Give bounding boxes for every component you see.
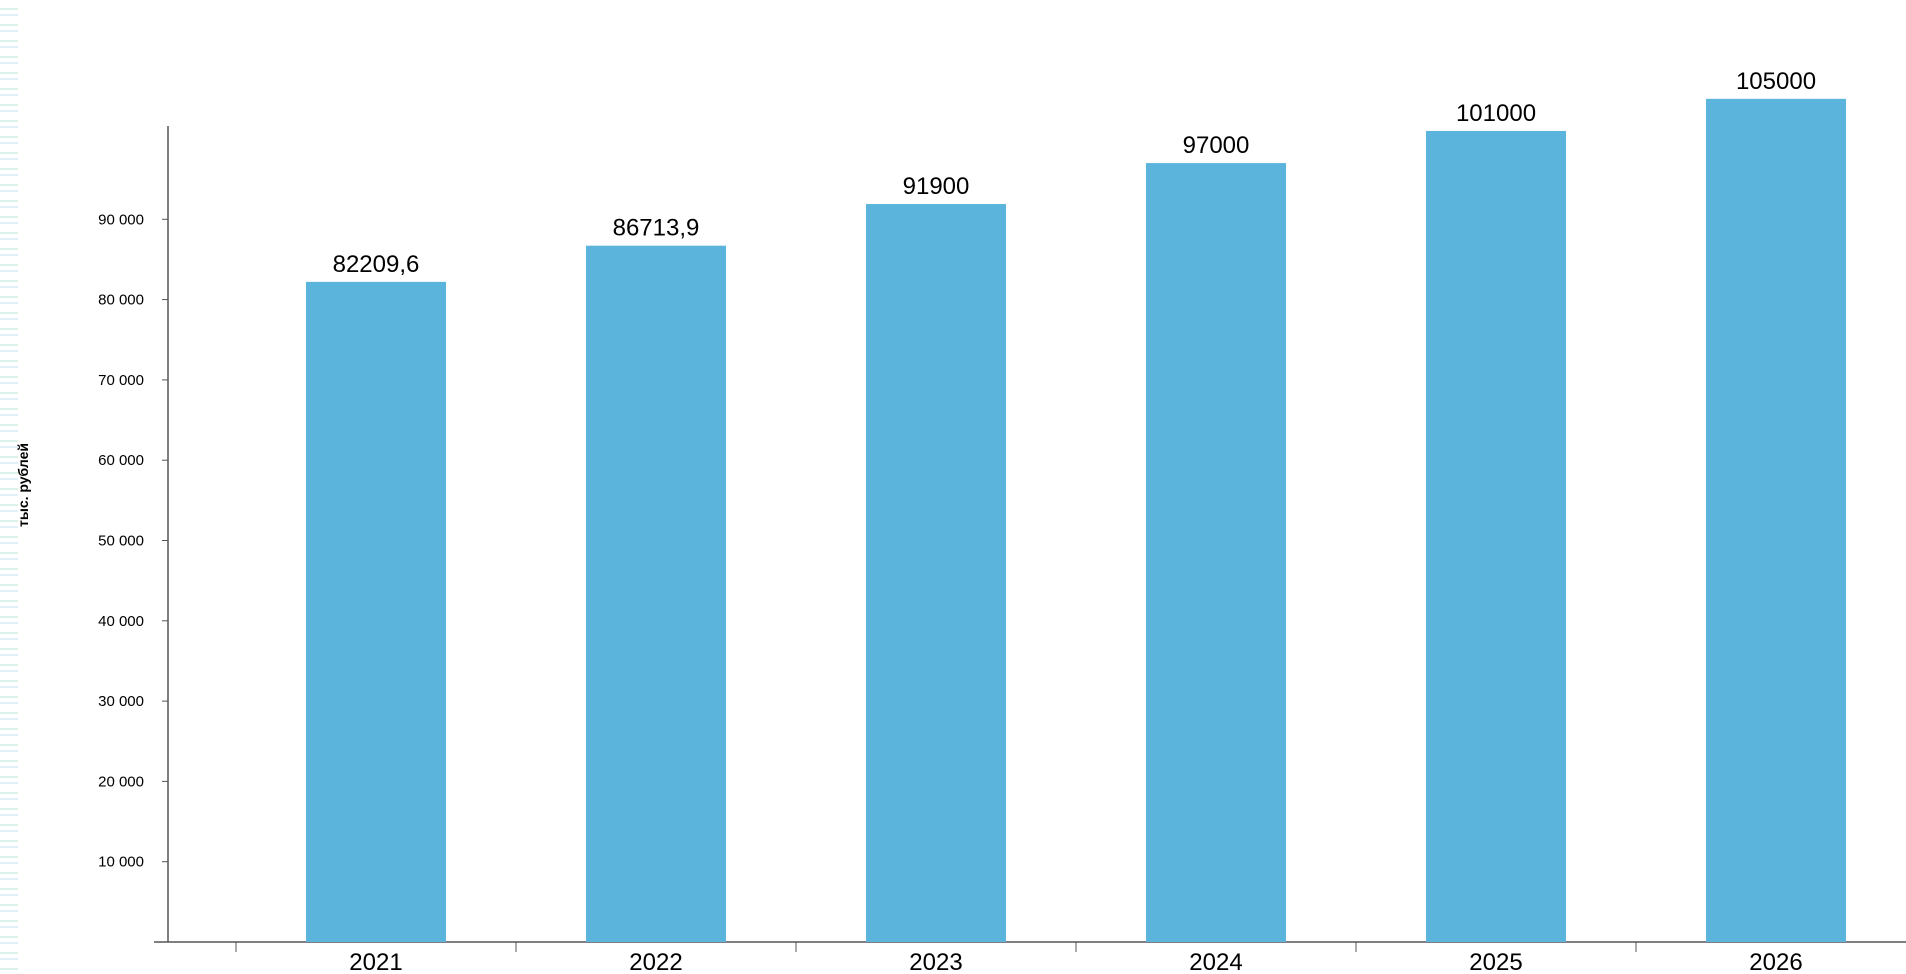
x-category-label: 2021: [349, 949, 402, 974]
x-category-label: 2023: [909, 949, 962, 974]
bar-2023: [866, 204, 1006, 943]
x-category-label: 2022: [629, 949, 682, 974]
data-label: 101000: [1456, 100, 1536, 127]
y-tick-label: 40 000: [98, 613, 144, 630]
x-category-label: 2026: [1749, 949, 1802, 974]
y-tick-label: 30 000: [98, 693, 144, 710]
data-label: 82209,6: [333, 251, 420, 278]
y-axis-title-group: тыс. рублей: [15, 443, 31, 527]
data-labels: 82209,6 86713,9 91900 97000 101000 105000: [333, 68, 1816, 278]
y-axis: 10 000 20 000 30 000 40 000 50 000 60 000 70 0…: [98, 126, 169, 942]
bar-2024: [1146, 163, 1286, 943]
data-label: 91900: [903, 173, 970, 200]
x-axis: 2021 2022 2023 2024 2025 2026: [154, 941, 1906, 974]
y-tick-label: 70 000: [98, 372, 144, 389]
bar-2025: [1426, 130, 1566, 943]
x-category-label: 2024: [1189, 949, 1242, 974]
bar-2026: [1706, 98, 1846, 943]
y-tick-label: 90 000: [98, 211, 144, 228]
y-tick-label: 10 000: [98, 854, 144, 871]
y-tick-label: 60 000: [98, 452, 144, 469]
data-label: 97000: [1183, 132, 1250, 159]
y-tick-label: 80 000: [98, 292, 144, 309]
data-label: 105000: [1736, 68, 1816, 95]
bar-2022: [586, 245, 726, 942]
y-axis-title: тыс. рублей: [15, 443, 31, 527]
bar-2021: [306, 281, 446, 942]
x-category-label: 2025: [1469, 949, 1522, 974]
bars: [306, 98, 1846, 943]
left-edge-decoration: [0, 0, 18, 974]
y-tick-label: 20 000: [98, 773, 144, 790]
y-tick-label: 50 000: [98, 533, 144, 550]
data-label: 86713,9: [613, 215, 700, 242]
